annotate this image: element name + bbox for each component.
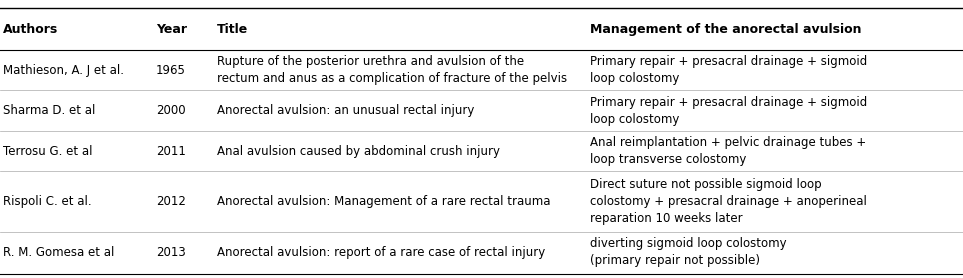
Text: Terrosu G. et al: Terrosu G. et al <box>3 145 92 158</box>
Text: Anal reimplantation + pelvic drainage tubes +
loop transverse colostomy: Anal reimplantation + pelvic drainage tu… <box>590 136 867 166</box>
Text: R. M. Gomesa et al: R. M. Gomesa et al <box>3 246 115 259</box>
Text: Rispoli C. et al.: Rispoli C. et al. <box>3 195 91 208</box>
Text: Authors: Authors <box>3 23 58 36</box>
Text: Direct suture not possible sigmoid loop
colostomy + presacral drainage + anoperi: Direct suture not possible sigmoid loop … <box>590 178 868 225</box>
Text: diverting sigmoid loop colostomy
(primary repair not possible): diverting sigmoid loop colostomy (primar… <box>590 237 787 267</box>
Text: 2011: 2011 <box>156 145 186 158</box>
Text: 1965: 1965 <box>156 64 186 77</box>
Text: 2000: 2000 <box>156 104 186 117</box>
Text: Anorectal avulsion: report of a rare case of rectal injury: Anorectal avulsion: report of a rare cas… <box>217 246 545 259</box>
Text: Title: Title <box>217 23 247 36</box>
Text: Mathieson, A. J et al.: Mathieson, A. J et al. <box>3 64 124 77</box>
Text: Year: Year <box>156 23 187 36</box>
Text: 2013: 2013 <box>156 246 186 259</box>
Text: Rupture of the posterior urethra and avulsion of the
rectum and anus as a compli: Rupture of the posterior urethra and avu… <box>217 55 567 85</box>
Text: Anal avulsion caused by abdominal crush injury: Anal avulsion caused by abdominal crush … <box>217 145 500 158</box>
Text: Anorectal avulsion: an unusual rectal injury: Anorectal avulsion: an unusual rectal in… <box>217 104 474 117</box>
Text: Sharma D. et al: Sharma D. et al <box>3 104 95 117</box>
Text: Primary repair + presacral drainage + sigmoid
loop colostomy: Primary repair + presacral drainage + si… <box>590 96 868 126</box>
Text: Management of the anorectal avulsion: Management of the anorectal avulsion <box>590 23 862 36</box>
Text: 2012: 2012 <box>156 195 186 208</box>
Text: Anorectal avulsion: Management of a rare rectal trauma: Anorectal avulsion: Management of a rare… <box>217 195 550 208</box>
Text: Primary repair + presacral drainage + sigmoid
loop colostomy: Primary repair + presacral drainage + si… <box>590 55 868 85</box>
